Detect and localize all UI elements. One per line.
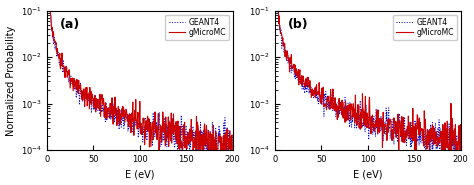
gMicroMC <box>361 112 366 114</box>
X-axis label: E (eV): E (eV) <box>125 169 155 179</box>
GEANT4 <box>383 132 389 134</box>
GEANT4 <box>226 142 231 144</box>
gMicroMC <box>413 163 419 165</box>
gMicroMC <box>458 123 464 126</box>
GEANT4 <box>204 163 210 165</box>
gMicroMC <box>226 152 231 155</box>
Line: GEANT4: GEANT4 <box>48 0 233 164</box>
GEANT4 <box>155 127 161 129</box>
gMicroMC <box>454 140 459 143</box>
X-axis label: E (eV): E (eV) <box>353 169 383 179</box>
GEANT4 <box>145 123 151 125</box>
gMicroMC <box>425 129 430 131</box>
Legend: GEANT4, gMicroMC: GEANT4, gMicroMC <box>165 15 229 40</box>
gMicroMC <box>155 124 161 126</box>
gMicroMC <box>373 120 379 122</box>
GEANT4 <box>428 163 433 165</box>
Line: gMicroMC: gMicroMC <box>276 0 461 164</box>
Y-axis label: Normalized Probability: Normalized Probability <box>6 25 16 136</box>
GEANT4 <box>362 121 367 123</box>
Text: (b): (b) <box>288 18 309 31</box>
GEANT4 <box>361 110 366 112</box>
Legend: GEANT4, gMicroMC: GEANT4, gMicroMC <box>393 15 457 40</box>
gMicroMC <box>383 123 389 126</box>
GEANT4 <box>133 124 138 126</box>
gMicroMC <box>207 163 212 165</box>
GEANT4 <box>134 120 140 122</box>
gMicroMC <box>145 130 151 132</box>
GEANT4 <box>230 150 236 152</box>
GEANT4 <box>373 119 379 121</box>
Text: (a): (a) <box>60 18 80 31</box>
gMicroMC <box>197 131 202 133</box>
gMicroMC <box>230 158 236 160</box>
Line: gMicroMC: gMicroMC <box>48 0 233 164</box>
GEANT4 <box>424 128 430 130</box>
GEANT4 <box>458 126 464 128</box>
gMicroMC <box>133 98 138 101</box>
Line: GEANT4: GEANT4 <box>276 0 461 164</box>
GEANT4 <box>454 140 459 142</box>
GEANT4 <box>197 152 202 154</box>
gMicroMC <box>362 110 367 112</box>
gMicroMC <box>134 120 140 122</box>
